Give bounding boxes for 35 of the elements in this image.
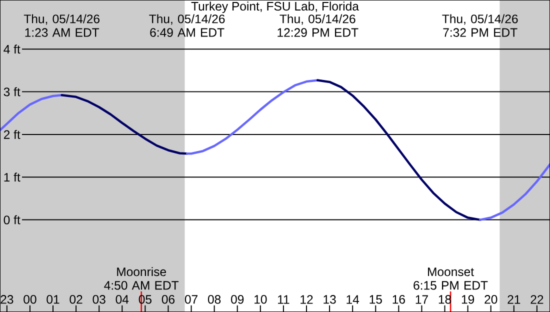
x-tick-label: 16 (392, 295, 405, 304)
annotation: Thu, 05/14/26 1:23 AM EDT (24, 14, 100, 37)
y-tick-label: 4 ft (4, 44, 20, 54)
x-tick-label: 20 (484, 295, 498, 304)
x-tick-label: 04 (116, 295, 129, 304)
x-tick-label: 13 (324, 295, 336, 304)
annotation: Thu, 05/14/26 12:29 PM EDT (278, 14, 358, 37)
x-tick-label: 07 (184, 295, 198, 304)
x-tick-label: 06 (162, 295, 175, 304)
y-tick-label: 0 ft (4, 215, 20, 224)
x-tick-label: 15 (370, 295, 382, 304)
x-tick-label: 11 (278, 295, 290, 304)
x-tick-label: 12 (300, 295, 313, 304)
annotation: Thu, 05/14/26 6:49 AM EDT (149, 14, 225, 37)
x-tick-label: 21 (508, 295, 520, 304)
x-tick-label: 17 (416, 295, 428, 304)
x-tick-label: 09 (231, 295, 244, 304)
x-tick-label: 14 (346, 295, 360, 304)
ref-line-label: Moonset 6:15 PM EDT (414, 268, 488, 290)
ref-line-label: Moonrise 4:50 AM EDT (104, 267, 179, 290)
annotation: Thu, 05/14/26 7:32 PM EDT (442, 14, 518, 37)
line-series (478, 163, 550, 221)
x-tick-label: 22 (530, 295, 544, 304)
chart-title: Turkey Point, FSU Lab, Florida (191, 2, 359, 14)
y-tick-label: 3 ft (4, 87, 20, 96)
x-tick-label: 23 (0, 295, 14, 304)
x-tick-label: 01 (46, 295, 60, 304)
x-tick-label: 02 (70, 295, 82, 304)
y-tick-label: 1 ft (4, 172, 20, 182)
x-tick-label: 03 (92, 295, 106, 304)
x-tick-label: 10 (254, 295, 267, 304)
x-tick-label: 19 (462, 295, 474, 304)
y-tick-label: 2 ft (4, 130, 20, 139)
x-tick-label: 08 (208, 295, 221, 304)
x-tick-label: 00 (24, 295, 36, 304)
